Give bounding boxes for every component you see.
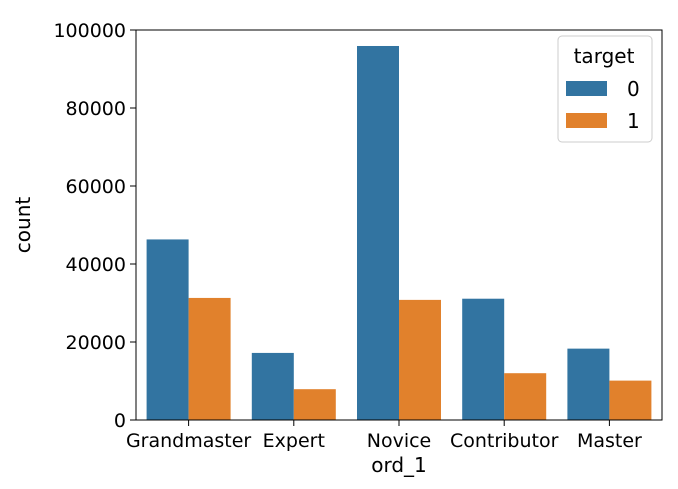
bar-novice-target-0 [357, 45, 399, 421]
y-tick-label: 100000 [53, 20, 126, 42]
y-tick-label: 60000 [66, 176, 126, 198]
bars-group [146, 45, 652, 421]
bar-expert-target-1 [293, 389, 336, 420]
bar-expert-target-0 [251, 352, 294, 420]
legend-title: target [574, 44, 635, 68]
legend: target 0 1 [557, 35, 653, 143]
x-tick-label: Expert [263, 430, 325, 452]
bar-master-target-1 [609, 380, 652, 420]
legend-label-1: 1 [627, 109, 640, 133]
plot-frame [135, 29, 663, 421]
bar-grandmaster-target-1 [188, 297, 231, 420]
x-axis: Grandmaster Expert Novice Contributor Master [126, 420, 642, 452]
x-tick-label: Master [577, 430, 642, 452]
y-tick-label: 80000 [66, 98, 126, 120]
x-tick-label: Contributor [450, 430, 559, 452]
y-axis-label: count [11, 197, 35, 254]
y-tick-label: 0 [114, 410, 126, 432]
bar-contributor-target-1 [504, 373, 547, 420]
y-tick-label: 40000 [66, 254, 126, 276]
bar-master-target-0 [567, 348, 610, 420]
bar-contributor-target-0 [462, 298, 505, 420]
legend-swatch-0 [566, 81, 607, 96]
y-axis: 0 20000 40000 60000 80000 100000 [53, 20, 136, 432]
bar-grandmaster-target-0 [146, 239, 189, 420]
y-tick-label: 20000 [66, 332, 126, 354]
legend-label-0: 0 [627, 77, 640, 101]
x-tick-label: Grandmaster [126, 430, 251, 452]
bar-novice-target-1 [399, 299, 441, 420]
x-tick-label: Novice [367, 430, 432, 452]
legend-swatch-1 [566, 113, 607, 128]
x-axis-label: ord_1 [371, 453, 427, 477]
